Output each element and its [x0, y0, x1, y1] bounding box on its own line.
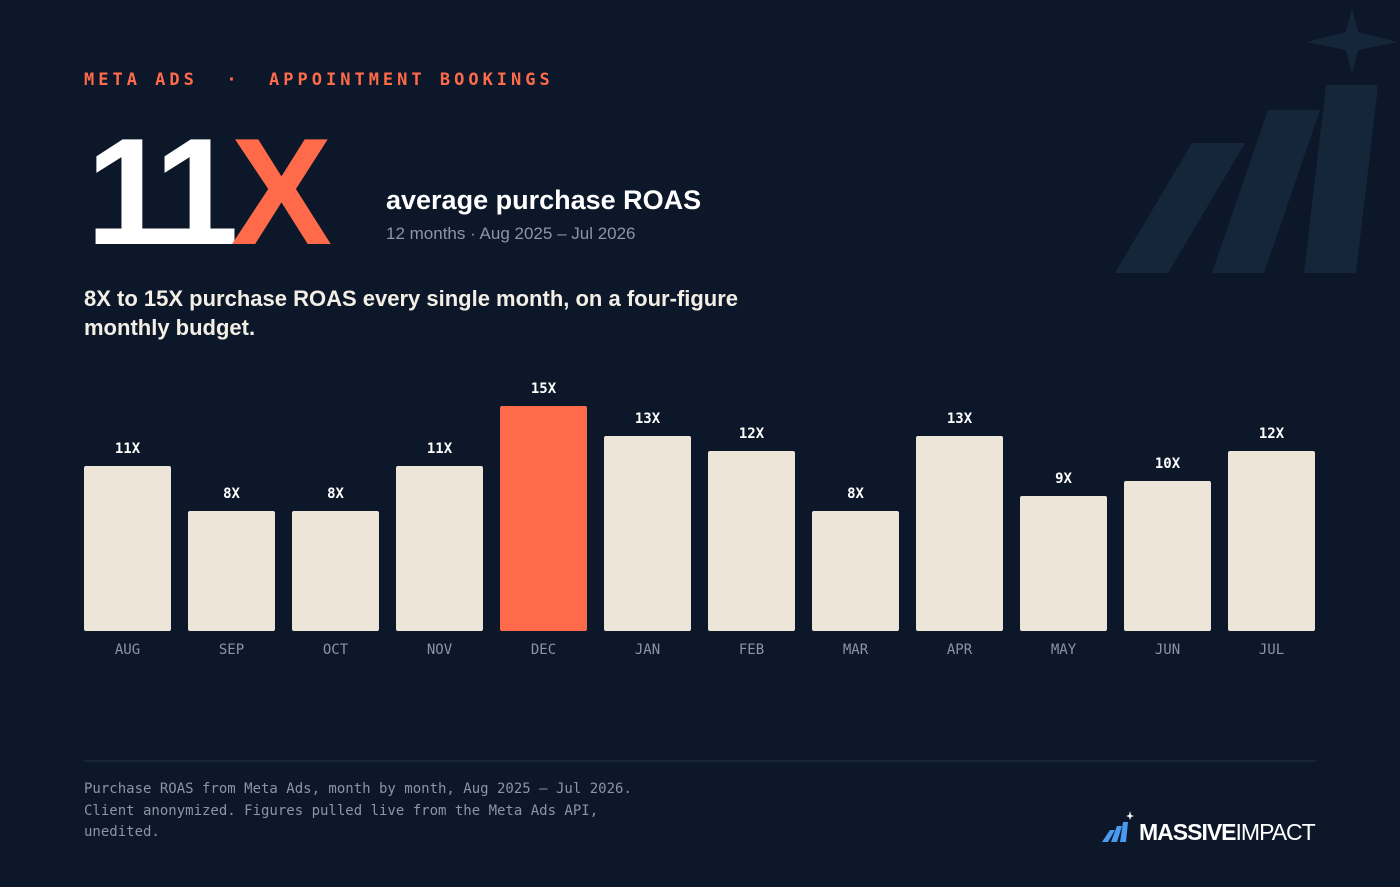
headline: 11X [86, 112, 332, 272]
x-tick-label: JUN [1155, 642, 1180, 658]
logo-light: IMPACT [1235, 819, 1316, 845]
x-tick-label: JAN [635, 642, 660, 658]
bar [1020, 496, 1107, 631]
value-label: 15X [531, 381, 557, 397]
x-tick-label: MAR [843, 642, 869, 658]
value-label: 12X [739, 426, 765, 442]
value-label: 8X [223, 486, 240, 502]
bar [708, 451, 795, 631]
bar [188, 511, 275, 631]
x-tick-label: MAY [1051, 642, 1077, 658]
bar [1228, 451, 1315, 631]
headline-unit: X [230, 107, 332, 277]
kicker: META ADS · APPOINTMENT BOOKINGS [84, 70, 554, 90]
headline-label: average purchase ROAS [386, 185, 702, 215]
x-tick-label: NOV [427, 642, 453, 658]
bar [916, 436, 1003, 631]
value-label: 11X [427, 441, 453, 457]
x-tick-label: JUL [1259, 642, 1284, 658]
value-label: 12X [1259, 426, 1285, 442]
value-label: 9X [1055, 471, 1072, 487]
value-label: 13X [635, 411, 661, 427]
summary: 8X to 15X purchase ROAS every single mon… [84, 286, 739, 340]
logo-bold: MASSIVE [1139, 819, 1237, 845]
value-label: 10X [1155, 456, 1181, 472]
bar [1124, 481, 1211, 631]
x-tick-label: APR [947, 642, 973, 658]
footnote-line: unedited. [84, 824, 160, 840]
footnote: Purchase ROAS from Meta Ads, month by mo… [84, 779, 632, 844]
x-tick-label: OCT [323, 642, 349, 658]
footnote-line: Client anonymized. Figures pulled live f… [84, 802, 599, 819]
bar [604, 436, 691, 631]
headline-number: 11 [86, 107, 239, 277]
headline-period: 12 months · Aug 2025 – Jul 2026 [386, 224, 636, 243]
bar [500, 406, 587, 631]
bar [396, 466, 483, 631]
x-tick-label: AUG [115, 642, 140, 658]
value-label: 8X [327, 486, 344, 502]
x-tick-label: FEB [739, 642, 764, 658]
footnote-line: Purchase ROAS from Meta Ads, month by mo… [84, 781, 632, 797]
bar [812, 511, 899, 631]
x-tick-label: SEP [219, 642, 244, 658]
bar [84, 466, 171, 631]
logo: MASSIVEIMPACT [1139, 819, 1316, 846]
value-label: 11X [115, 441, 141, 457]
bar [292, 511, 379, 631]
value-label: 13X [947, 411, 973, 427]
value-label: 8X [847, 486, 864, 502]
x-tick-label: DEC [531, 642, 556, 658]
